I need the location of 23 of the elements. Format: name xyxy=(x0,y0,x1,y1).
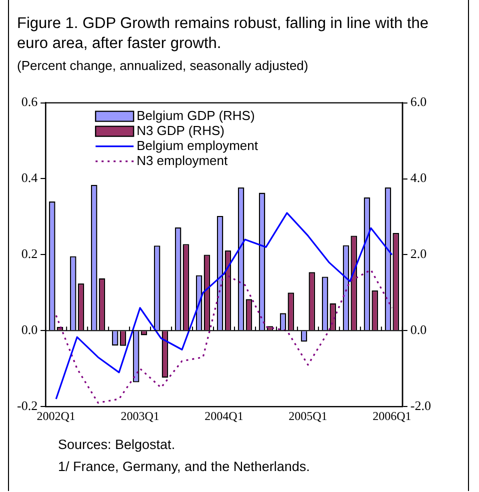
y2-tick-label: 4.0 xyxy=(410,170,427,186)
y2-tick-label: 6.0 xyxy=(410,94,427,110)
x-tick-label: 2002Q1 xyxy=(36,408,76,423)
y-tick-label: 0.0 xyxy=(21,322,38,338)
legend-label: Belgium employment xyxy=(136,138,258,153)
chart-title: Figure 1. GDP Growth remains robust, falling in line with the euro area, after faster growth. xyxy=(17,15,429,52)
chart-subtitle: (Percent change, annualized, seasonally adjusted) xyxy=(17,58,310,73)
y-tick-label: -0.2 xyxy=(16,398,38,414)
legend-label: Belgium GDP (RHS) xyxy=(136,108,255,123)
x-tick-label: 2004Q1 xyxy=(204,408,244,423)
y2-tick-label: -2.0 xyxy=(410,398,432,414)
source-note: Sources: Belgostat. xyxy=(58,436,176,454)
y-tick-label: 0.6 xyxy=(21,94,38,110)
y-tick-label: 0.4 xyxy=(21,170,38,186)
y2-tick-label: 2.0 xyxy=(410,246,427,262)
legend-label: N3 employment xyxy=(136,152,228,168)
text: 1/ France, Germany, and the Netherlands. xyxy=(58,458,310,476)
legend-label: N3 GDP (RHS) xyxy=(136,122,224,138)
y2-tick-label: 0.0 xyxy=(410,322,427,338)
x-tick-label: 2006Q1 xyxy=(372,408,412,423)
x-tick-label: 2003Q1 xyxy=(120,408,160,423)
x-tick-label: 2005Q1 xyxy=(288,408,328,423)
y-tick-label: 0.2 xyxy=(21,246,38,262)
